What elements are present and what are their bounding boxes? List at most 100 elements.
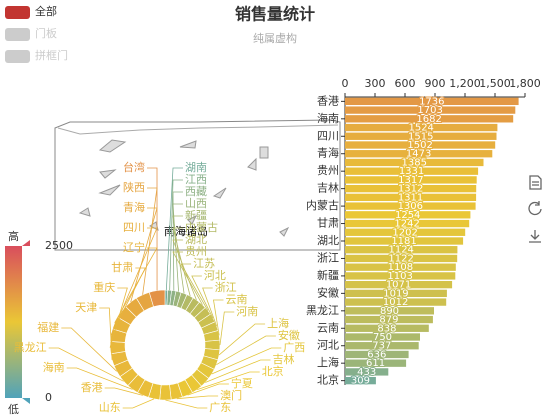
pie-label: 宁夏 — [231, 376, 253, 390]
visualmap-bar — [5, 246, 22, 398]
pie-label: 湖北 — [185, 233, 207, 246]
bar — [345, 228, 466, 236]
pie-label: 辽宁 — [123, 240, 145, 254]
visualmap-text-high: 高 — [8, 229, 19, 243]
pie-label-line — [197, 371, 260, 391]
save-icon[interactable] — [529, 230, 541, 243]
pie-label: 天津 — [75, 301, 97, 314]
y-tick-label: 甘肃 — [317, 217, 339, 230]
pie-label-line — [187, 383, 229, 396]
pie-label: 河北 — [204, 269, 226, 282]
y-tick-label: 浙江 — [317, 251, 339, 264]
y-tick-label: 安徽 — [317, 285, 339, 299]
bar — [345, 289, 447, 298]
pie-label: 湖南 — [185, 161, 207, 174]
pie-label: 上海 — [267, 316, 289, 330]
pie-label-line — [66, 367, 133, 390]
y-tick-label: 吉林 — [317, 181, 339, 195]
pie-label-line — [172, 215, 185, 294]
bar — [345, 254, 458, 263]
bar-value-label: 1317 — [398, 175, 423, 186]
bar — [345, 307, 434, 315]
bar — [345, 280, 453, 289]
bar-value-label: 636 — [367, 349, 386, 360]
y-tick-label: 内蒙古 — [306, 198, 339, 212]
pie-label: 江苏 — [193, 257, 215, 270]
pie-label: 吉林 — [273, 352, 295, 366]
bar — [345, 132, 497, 140]
visualmap-max: 2500 — [45, 239, 73, 252]
bar-value-label: 1312 — [398, 184, 423, 195]
legend-swatch[interactable] — [5, 6, 30, 19]
bar-value-label: 433 — [357, 367, 376, 378]
pie-label-line — [142, 187, 158, 295]
bar-value-label: 1181 — [391, 236, 416, 247]
y-tick-label: 海南 — [317, 111, 339, 125]
chart-subtitle: 纯属虚构 — [253, 31, 297, 45]
y-tick-label: 贵州 — [317, 164, 339, 177]
pie-slice — [204, 339, 221, 351]
bar — [345, 237, 464, 245]
bar — [345, 246, 458, 254]
bar — [345, 263, 456, 271]
pie-label: 河南 — [236, 305, 258, 318]
bar-value-label: 1019 — [383, 288, 408, 299]
pie-label-line — [48, 347, 124, 382]
y-tick-label: 北京 — [317, 373, 339, 387]
legend-swatch[interactable] — [5, 28, 30, 41]
bar — [345, 97, 519, 106]
bar — [345, 333, 420, 341]
pie-label: 浙江 — [215, 281, 237, 294]
legend-label: 拼框门 — [35, 48, 68, 62]
bar — [345, 141, 496, 149]
pie-label-line — [165, 167, 183, 291]
pie-label: 香港 — [81, 381, 103, 394]
x-tick-label: 1,200 — [449, 77, 481, 90]
pie-label-line — [130, 207, 158, 303]
pie-label-line — [61, 327, 117, 372]
pie-label-line — [172, 191, 183, 291]
pie-label-line — [180, 263, 209, 311]
pie-label-line — [213, 299, 224, 336]
restore-icon[interactable] — [528, 201, 542, 216]
bar-value-label: 890 — [380, 306, 399, 317]
pie-label: 贵州 — [185, 245, 207, 258]
visualmap-handle — [22, 240, 30, 246]
chart-title: 销售量统计 — [235, 5, 315, 24]
pie-label: 新疆 — [185, 208, 207, 222]
pie-label-line — [147, 167, 158, 291]
pie-label: 广西 — [283, 341, 305, 354]
pie-label: 青海 — [123, 200, 145, 214]
y-tick-label: 香港 — [317, 94, 339, 107]
pie-label-line — [169, 179, 183, 291]
legend-swatch[interactable] — [5, 50, 30, 63]
pie-slice — [148, 289, 166, 308]
bar-value-label: 1682 — [416, 114, 441, 125]
visualmap-min: 0 — [45, 391, 52, 404]
data-view-icon[interactable] — [529, 175, 542, 190]
pie-label-line — [172, 203, 183, 292]
pie-label: 台湾 — [123, 160, 145, 174]
bar — [345, 324, 429, 332]
bar — [345, 376, 376, 385]
visualmap-text-low: 低 — [8, 403, 19, 416]
pie-label-line — [202, 287, 218, 327]
pie-label: 黑龙江 — [14, 341, 47, 354]
pie-label-line — [165, 399, 208, 409]
pie-label: 西藏 — [185, 185, 207, 198]
legend-label: 门板 — [35, 26, 57, 40]
bar-value-label: 1071 — [386, 280, 411, 291]
bar-value-label: 750 — [373, 332, 392, 343]
y-tick-label: 上海 — [317, 355, 339, 369]
pie-label: 内蒙古 — [185, 220, 218, 234]
x-tick-label: 0 — [342, 77, 349, 90]
bar — [345, 211, 471, 219]
bar — [345, 184, 477, 193]
pie-label: 安徽 — [278, 328, 300, 342]
bar-value-label: 309 — [351, 376, 370, 387]
x-tick-label: 1,800 — [509, 77, 541, 90]
pie-label: 甘肃 — [111, 261, 133, 274]
bar-value-label: 838 — [377, 323, 396, 334]
pie-label: 山东 — [99, 401, 121, 414]
